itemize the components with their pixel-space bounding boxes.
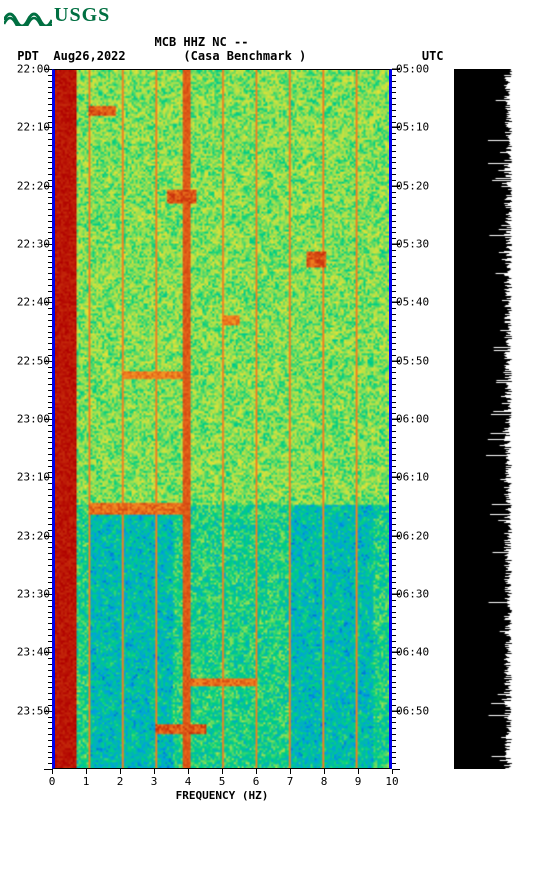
- waveform-strip: [454, 69, 514, 769]
- x-tick: 9: [355, 775, 362, 788]
- station-line: MCB HHZ NC --: [10, 35, 548, 49]
- station-location: (Casa Benchmark ): [183, 49, 306, 63]
- usgs-text: USGS: [54, 4, 110, 27]
- y-right-tick: 06:20: [396, 529, 436, 542]
- x-tick: 4: [185, 775, 192, 788]
- x-tick: 6: [253, 775, 260, 788]
- x-tick: 10: [385, 775, 398, 788]
- y-right-tick: 05:00: [396, 63, 436, 76]
- spectrogram-canvas: [55, 70, 389, 768]
- y-right-tick: 05:50: [396, 354, 436, 367]
- y-axis-left: 22:0022:1022:2022:3022:4022:5023:0023:10…: [10, 69, 52, 769]
- chart-area: 22:0022:1022:2022:3022:4022:5023:0023:10…: [10, 69, 548, 769]
- x-axis: FREQUENCY (HZ) 012345678910: [52, 769, 392, 803]
- y-right-tick: 06:10: [396, 471, 436, 484]
- spectrogram: [52, 69, 392, 769]
- y-right-tick: 05:40: [396, 296, 436, 309]
- waveform-canvas: [454, 69, 514, 769]
- y-axis-right: 05:0005:1005:2005:3005:4005:5006:0006:10…: [392, 69, 434, 769]
- x-tick: 8: [321, 775, 328, 788]
- y-right-tick: 05:20: [396, 179, 436, 192]
- y-right-tick: 06:40: [396, 646, 436, 659]
- usgs-wave-icon: [4, 6, 52, 26]
- x-tick: 1: [83, 775, 90, 788]
- header-date: Aug26,2022: [53, 49, 125, 63]
- x-tick: 5: [219, 775, 226, 788]
- x-tick: 0: [49, 775, 56, 788]
- x-tick: 7: [287, 775, 294, 788]
- x-axis-label: FREQUENCY (HZ): [176, 789, 269, 802]
- x-tick: 3: [151, 775, 158, 788]
- y-right-tick: 05:10: [396, 121, 436, 134]
- station-code: MCB HHZ NC --: [155, 35, 249, 49]
- right-timezone: UTC: [422, 49, 444, 63]
- y-right-tick: 06:50: [396, 704, 436, 717]
- date-line: PDT Aug26,2022 (Casa Benchmark ) UTC: [10, 49, 548, 63]
- x-tick: 2: [117, 775, 124, 788]
- left-timezone: PDT: [17, 49, 39, 63]
- chart-header: MCB HHZ NC -- PDT Aug26,2022 (Casa Bench…: [10, 35, 548, 63]
- y-right-tick: 06:00: [396, 413, 436, 426]
- y-right-tick: 06:30: [396, 588, 436, 601]
- y-right-tick: 05:30: [396, 238, 436, 251]
- usgs-logo: USGS: [4, 4, 548, 27]
